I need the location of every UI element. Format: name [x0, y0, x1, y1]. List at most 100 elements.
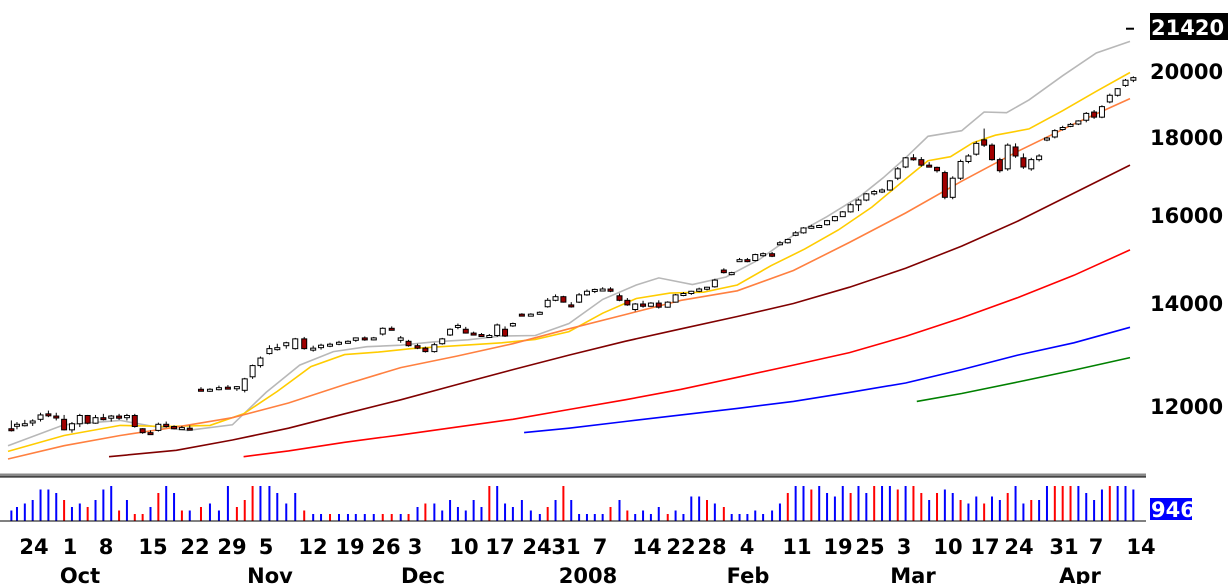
candle-body [752, 254, 759, 262]
candle [431, 342, 438, 353]
candle-body [186, 427, 193, 431]
candle [422, 346, 429, 353]
x-tick-label: 22 [666, 535, 695, 559]
volume-badge: 946 [1150, 498, 1195, 522]
candle-body [863, 193, 870, 201]
candle [478, 333, 485, 338]
candle-body [988, 144, 995, 161]
candle-body [171, 426, 178, 430]
x-tick-label: 15 [138, 535, 167, 559]
candle [131, 413, 138, 428]
candle-body [414, 345, 421, 349]
candle [155, 422, 162, 432]
candle-body [1083, 112, 1090, 121]
moving-average-lines [7, 40, 1131, 460]
candle-body [591, 288, 598, 292]
candle-body [8, 428, 15, 432]
candle-body [379, 327, 386, 335]
y-tick-label: 12000 [1150, 395, 1223, 419]
candle-body [139, 428, 146, 434]
candle-body [680, 293, 687, 297]
candle-body [1098, 106, 1105, 118]
moving-average-line [7, 40, 1131, 447]
candle-body [431, 344, 438, 353]
x-tick-label: 14 [1126, 535, 1155, 559]
candle-body [910, 157, 917, 161]
x-tick-label: 22 [180, 535, 209, 559]
x-axis: 24 1 8 15 22 29 5 12 19 26 3 10 17 24 31 7 14 22 28 4 11 19 25… [19, 27, 1156, 584]
x-tick-label: 10 [933, 535, 962, 559]
candle [1098, 105, 1105, 119]
candle-body [388, 327, 395, 331]
candle-body [257, 357, 264, 367]
candle [518, 313, 525, 317]
candle-body [478, 334, 485, 338]
candle [1020, 153, 1027, 169]
candle [100, 413, 107, 421]
moving-average-line [243, 249, 1131, 458]
candle-body [116, 415, 123, 419]
x-tick-label: 24 [1004, 535, 1033, 559]
candle-body [84, 414, 91, 424]
candle [696, 287, 703, 293]
candle-body [769, 253, 776, 257]
candle-body [206, 388, 213, 392]
candle-body [886, 180, 893, 191]
candle [792, 231, 799, 237]
candle [1122, 78, 1129, 87]
candle-body [655, 302, 662, 308]
candle-body [233, 386, 240, 390]
month-label: Mar [890, 564, 936, 584]
candle [1059, 125, 1066, 131]
y-tick-label: 20000 [1150, 60, 1223, 84]
candle-body [965, 155, 972, 162]
candle [197, 387, 204, 392]
candle-body [918, 159, 925, 166]
candle [249, 364, 256, 379]
candle [414, 343, 421, 350]
candle [711, 278, 718, 288]
candle [973, 141, 980, 156]
candle [13, 422, 20, 430]
candle [1075, 120, 1082, 126]
candle [583, 289, 590, 296]
x-tick-label: 4 [740, 535, 755, 559]
last-price-label: 21420 [1151, 16, 1224, 40]
candle [206, 388, 213, 392]
candle [439, 337, 446, 345]
candle-body [1122, 79, 1129, 86]
candle-body [776, 242, 783, 246]
candle-body [283, 342, 290, 347]
candle-body [640, 303, 647, 307]
candle [1106, 93, 1113, 104]
candle [680, 292, 687, 297]
candle [879, 188, 886, 194]
candle-body [1067, 123, 1074, 127]
candle-body [29, 420, 36, 424]
x-tick-label: 17 [970, 535, 999, 559]
candle-body [494, 324, 501, 336]
candle [720, 268, 727, 274]
candle [886, 180, 893, 191]
candle [29, 419, 36, 426]
candle-body [847, 204, 854, 213]
x-tick-label: 3 [408, 535, 423, 559]
candle-body [53, 415, 60, 419]
candle [784, 238, 791, 244]
candle-body [518, 313, 525, 317]
candle-body [454, 324, 461, 328]
x-tick-label: 31 [1049, 535, 1078, 559]
candle-body [462, 328, 469, 334]
month-label: Dec [401, 564, 445, 584]
candle [310, 345, 317, 352]
candle [509, 322, 516, 327]
candle [1091, 110, 1098, 119]
candle [274, 343, 281, 351]
candle-body [327, 343, 334, 347]
candle-body [486, 334, 493, 338]
candle [1130, 76, 1137, 83]
x-tick-label: 31 [551, 535, 580, 559]
candle [536, 311, 543, 315]
candle [186, 425, 193, 431]
